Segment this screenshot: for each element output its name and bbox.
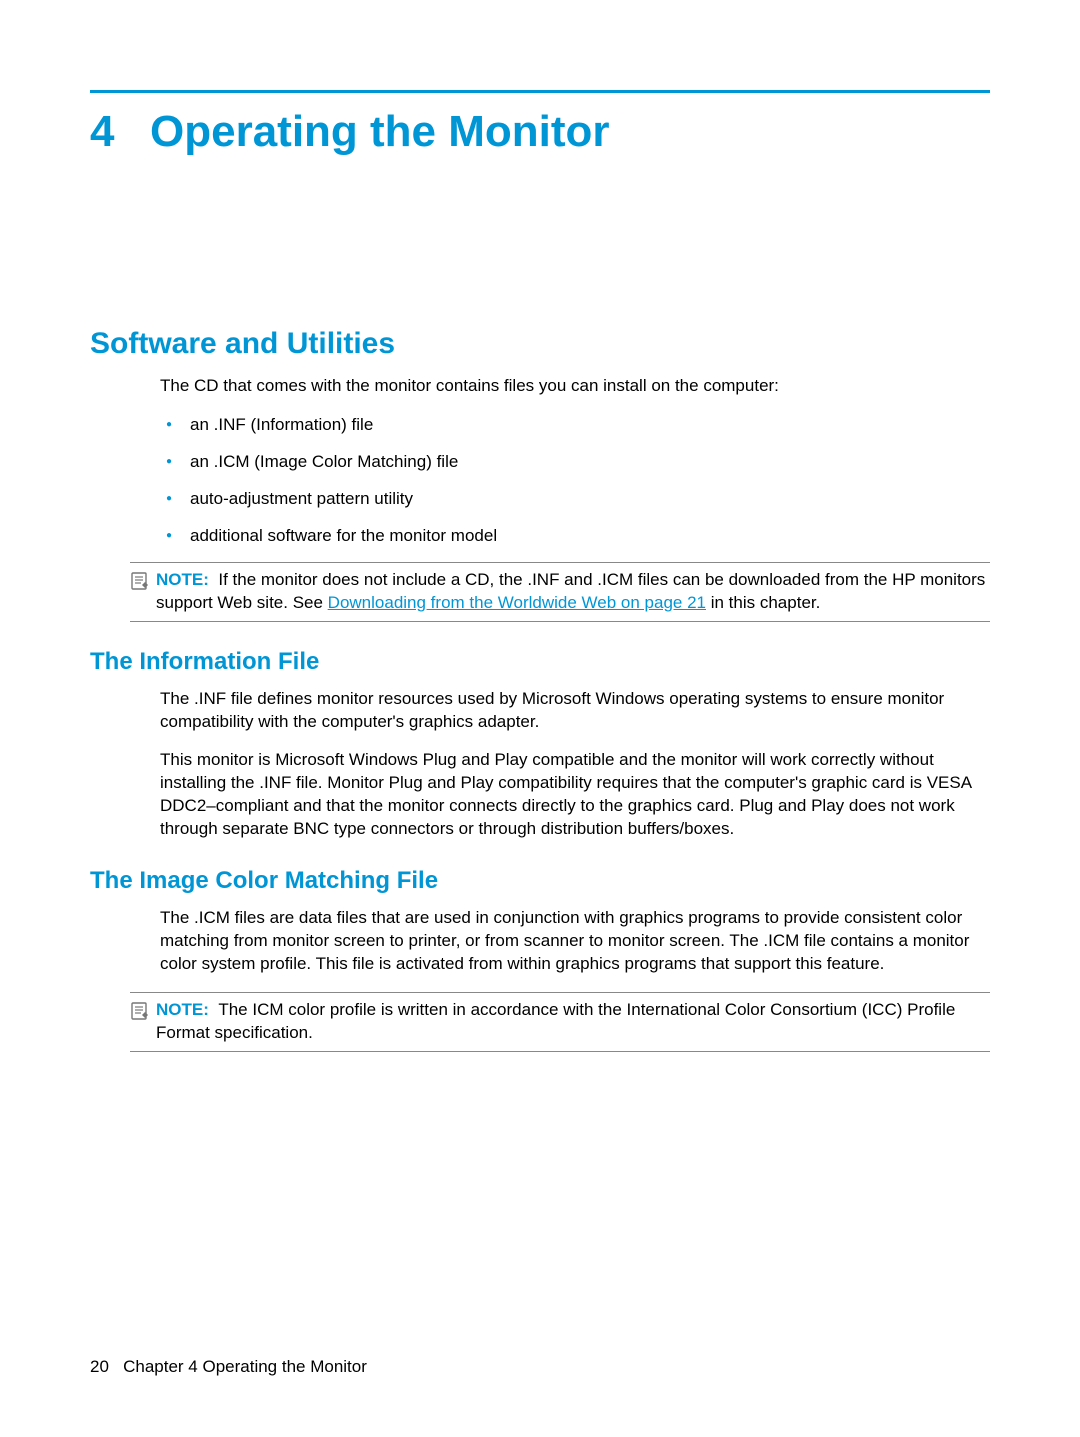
page-footer: 20 Chapter 4 Operating the Monitor — [90, 1357, 367, 1377]
note-post: in this chapter. — [706, 593, 820, 612]
chapter-number: 4 — [90, 107, 150, 157]
bullet-item: an .INF (Information) file — [160, 414, 990, 437]
note-icon — [130, 571, 156, 596]
document-page: 4 Operating the Monitor Software and Uti… — [0, 0, 1080, 1437]
note-text: NOTE: The ICM color profile is written i… — [156, 999, 990, 1045]
bullet-item: an .ICM (Image Color Matching) file — [160, 451, 990, 474]
note-block-1: NOTE: If the monitor does not include a … — [130, 562, 990, 622]
page-number: 20 — [90, 1357, 109, 1376]
bullet-item: additional software for the monitor mode… — [160, 525, 990, 548]
bullet-list: an .INF (Information) file an .ICM (Imag… — [160, 414, 990, 548]
section-heading-info-file: The Information File — [90, 648, 990, 676]
bullet-item: auto-adjustment pattern utility — [160, 488, 990, 511]
intro-paragraph: The CD that comes with the monitor conta… — [160, 375, 990, 398]
note-link[interactable]: Downloading from the Worldwide Web on pa… — [328, 593, 706, 612]
info-file-para1: The .INF file defines monitor resources … — [160, 688, 990, 734]
icm-file-para1: The .ICM files are data files that are u… — [160, 907, 990, 976]
note-icon — [130, 1001, 156, 1026]
section-heading-icm-file: The Image Color Matching File — [90, 867, 990, 895]
section-heading-software: Software and Utilities — [90, 327, 990, 361]
footer-chapter-ref: Chapter 4 Operating the Monitor — [123, 1357, 367, 1376]
info-file-para2: This monitor is Microsoft Windows Plug a… — [160, 749, 990, 841]
note-label: NOTE: — [156, 1000, 209, 1019]
note-label: NOTE: — [156, 570, 209, 589]
note-block-2: NOTE: The ICM color profile is written i… — [130, 992, 990, 1052]
note-body: The ICM color profile is written in acco… — [156, 1000, 955, 1042]
chapter-heading: 4 Operating the Monitor — [90, 107, 990, 157]
chapter-title: Operating the Monitor — [150, 107, 610, 157]
note-text: NOTE: If the monitor does not include a … — [156, 569, 990, 615]
top-rule — [90, 90, 990, 93]
